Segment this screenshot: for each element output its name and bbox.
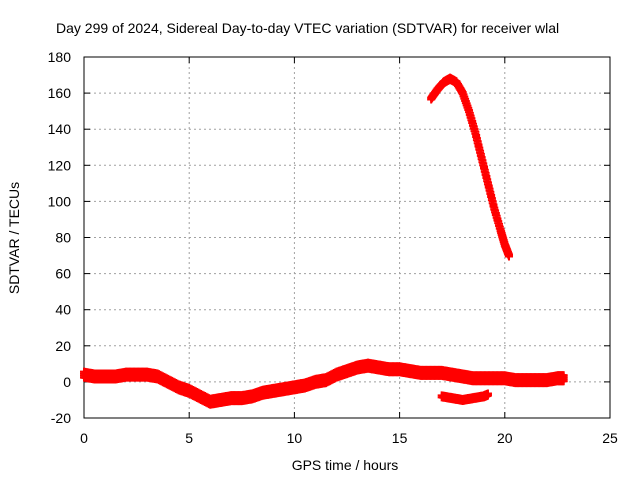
x-tick-label: 25 bbox=[602, 430, 618, 446]
y-tick-label: 160 bbox=[48, 85, 72, 101]
series-1 bbox=[80, 358, 568, 409]
series-2 bbox=[427, 73, 514, 261]
y-tick-label: 20 bbox=[55, 338, 71, 354]
data-point bbox=[505, 252, 514, 261]
y-tick-label: 120 bbox=[48, 157, 72, 173]
x-axis-label: GPS time / hours bbox=[292, 457, 399, 473]
y-tick-label: 40 bbox=[55, 302, 71, 318]
x-tick-label: 0 bbox=[80, 430, 88, 446]
y-tick-label: -20 bbox=[51, 410, 71, 426]
axis-ticks: 0 5 10 15 20 25 -20 0 20 40 60 80 100 120 140 160 180 bbox=[48, 49, 618, 446]
x-tick-label: 20 bbox=[497, 430, 513, 446]
y-tick-label: 100 bbox=[48, 193, 72, 209]
y-tick-label: 140 bbox=[48, 121, 72, 137]
y-axis-label: SDTVAR / TECUs bbox=[6, 182, 22, 294]
x-tick-label: 15 bbox=[392, 430, 408, 446]
x-tick-label: 10 bbox=[287, 430, 303, 446]
data-point bbox=[483, 391, 492, 400]
series-3 bbox=[437, 389, 492, 405]
plot-frame bbox=[83, 56, 611, 419]
chart-title: Day 299 of 2024, Sidereal Day-to-day VTE… bbox=[56, 20, 559, 36]
y-tick-label: 180 bbox=[48, 49, 72, 65]
grid bbox=[84, 57, 610, 418]
y-tick-label: 80 bbox=[55, 230, 71, 246]
data-points bbox=[80, 73, 568, 409]
x-tick-label: 5 bbox=[185, 430, 193, 446]
y-tick-label: 60 bbox=[55, 266, 71, 282]
y-tick-label: 0 bbox=[63, 374, 71, 390]
data-point bbox=[559, 377, 568, 386]
